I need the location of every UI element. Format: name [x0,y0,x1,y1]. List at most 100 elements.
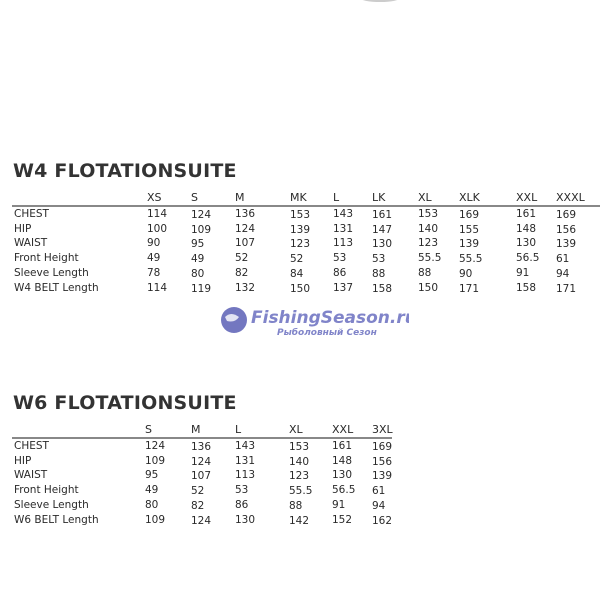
measurement-cell: 86 [235,498,249,511]
measurement-cell: 95 [191,238,205,251]
measurement-cell: 161 [516,208,537,220]
measurement-cell: 148 [332,454,353,467]
measurement-cell: 95 [145,469,159,482]
measurement-cell: 113 [333,237,354,250]
measurement-cell: 53 [372,253,386,266]
header-divider [12,437,392,439]
measurement-cell: 169 [372,441,393,453]
row-label: WAIST [14,469,48,482]
size-header: S [191,191,198,204]
size-header: XL [418,191,432,204]
measurement-cell: 49 [147,252,161,265]
measurement-cell: 161 [372,209,393,221]
size-header: XS [147,191,162,204]
measurement-cell: 52 [290,253,304,266]
size-header: XXXL [556,191,585,204]
measurement-cell: 90 [147,237,161,250]
size-header: 3XL [372,423,393,436]
measurement-cell: 61 [556,253,570,266]
measurement-cell: 124 [235,222,256,235]
measurement-cell: 147 [372,223,393,236]
measurement-cell: 162 [372,514,393,527]
measurement-cell: 140 [418,222,439,235]
measurement-cell: 156 [372,455,393,468]
measurement-cell: 130 [235,513,256,526]
row-label: WAIST [14,237,48,250]
size-header: M [235,191,245,204]
measurement-cell: 156 [556,223,577,236]
measurement-cell: 107 [191,470,212,483]
measurement-cell: 139 [556,238,577,251]
measurement-cell: 136 [235,208,256,220]
measurement-cell: 80 [145,498,159,511]
row-label: HIP [14,454,32,467]
measurement-cell: 80 [191,267,205,280]
measurement-cell: 53 [333,252,347,265]
table-title: W4 FLOTATIONSUITE [13,160,237,182]
measurement-cell: 88 [372,267,386,280]
size-header: XLK [459,191,480,204]
measurement-cell: 55.5 [289,485,313,498]
measurement-cell: 114 [147,208,168,220]
measurement-cell: 171 [459,282,480,295]
measurement-cell: 52 [235,252,249,265]
measurement-cell: 139 [372,470,393,483]
decorative-shape [360,0,400,2]
measurement-cell: 171 [556,282,577,295]
measurement-cell: 88 [418,266,432,279]
watermark-logo: FishingSeason.ru Рыболовный Сезон [219,303,417,339]
size-header: XXL [516,191,538,204]
measurement-cell: 55.5 [459,253,483,266]
measurement-cell: 84 [290,267,304,280]
measurement-cell: 155 [459,223,480,236]
row-label: Front Height [14,484,79,497]
measurement-cell: 136 [191,441,212,453]
measurement-cell: 130 [372,238,393,251]
measurement-cell: 123 [290,238,311,251]
measurement-cell: 124 [191,455,212,468]
measurement-cell: 150 [418,281,439,294]
measurement-cell: 143 [235,440,256,452]
measurement-cell: 123 [418,237,439,250]
row-label: CHEST [14,208,49,220]
measurement-cell: 100 [147,222,168,235]
measurement-cell: 124 [191,514,212,527]
size-header: MK [290,191,307,204]
size-header: L [235,423,242,436]
measurement-cell: 148 [516,222,537,235]
measurement-cell: 124 [145,440,166,452]
size-header: L [333,191,340,204]
measurement-cell: 88 [289,499,303,512]
measurement-cell: 91 [332,498,346,511]
measurement-cell: 137 [333,281,354,294]
row-label: Sleeve Length [14,266,89,279]
row-label: HIP [14,222,32,235]
row-label: CHEST [14,440,49,452]
row-label: Front Height [14,252,79,265]
size-header: LK [372,191,386,204]
measurement-cell: 139 [459,238,480,251]
measurement-cell: 142 [289,514,310,527]
measurement-cell: 169 [459,209,480,221]
measurement-cell: 150 [290,282,311,295]
measurement-cell: 56.5 [332,484,356,497]
measurement-cell: 124 [191,209,212,221]
measurement-cell: 94 [556,267,570,280]
measurement-cell: 90 [459,267,473,280]
measurement-cell: 158 [372,282,393,295]
measurement-cell: 82 [191,499,205,512]
measurement-cell: 94 [372,499,386,512]
measurement-cell: 153 [289,441,310,453]
measurement-cell: 56.5 [516,252,540,265]
size-header: XL [289,423,303,436]
measurement-cell: 52 [191,485,205,498]
measurement-cell: 53 [235,484,249,497]
measurement-cell: 131 [235,454,256,467]
measurement-cell: 49 [191,253,205,266]
measurement-cell: 131 [333,222,354,235]
header-divider [12,205,600,207]
measurement-cell: 130 [332,469,353,482]
measurement-cell: 153 [290,209,311,221]
measurement-cell: 61 [372,485,386,498]
watermark-name: FishingSeason.ru [251,308,409,328]
